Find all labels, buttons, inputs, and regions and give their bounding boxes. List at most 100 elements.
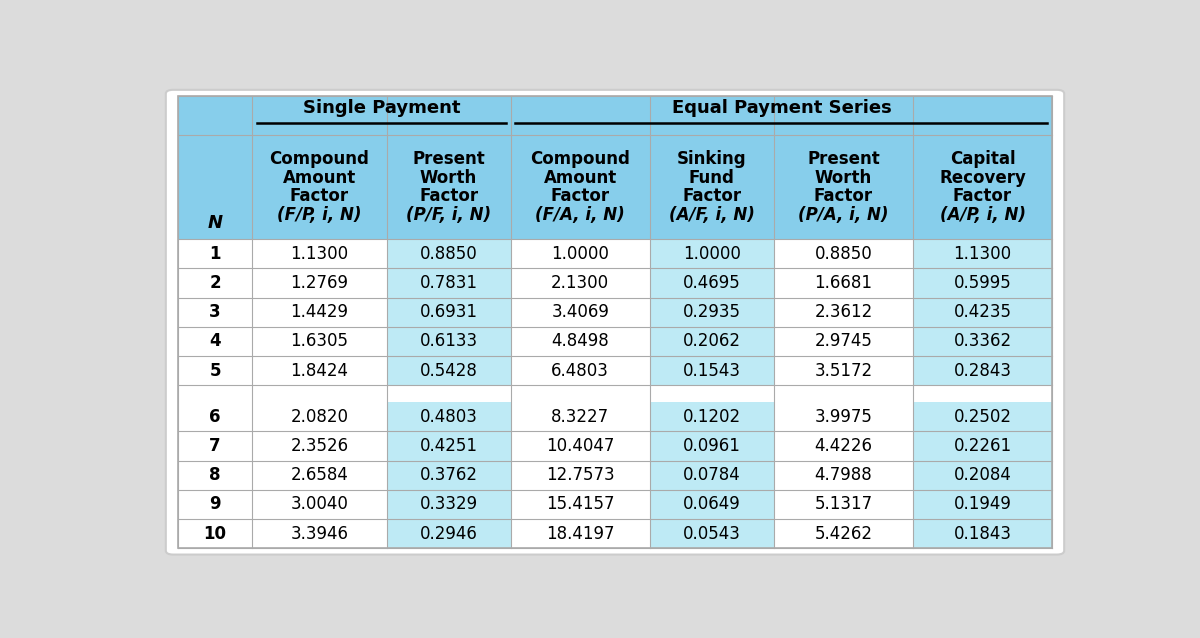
Bar [511, 96, 649, 135]
Text: N: N [208, 214, 223, 232]
Text: 0.4695: 0.4695 [683, 274, 740, 292]
Bar [913, 297, 1052, 327]
Text: Amount: Amount [283, 169, 356, 187]
Text: Factor: Factor [953, 188, 1012, 205]
Bar [774, 431, 913, 461]
Bar [913, 461, 1052, 490]
Text: 0.2261: 0.2261 [954, 437, 1012, 455]
Bar [386, 402, 511, 431]
Bar [386, 327, 511, 356]
Bar [774, 269, 913, 297]
Bar [252, 135, 386, 239]
Text: Present: Present [808, 151, 880, 168]
Bar [774, 519, 913, 548]
FancyBboxPatch shape [166, 90, 1064, 554]
Bar [511, 297, 649, 327]
Bar [386, 135, 511, 239]
Text: 1.1300: 1.1300 [290, 245, 348, 263]
Text: 0.0784: 0.0784 [683, 466, 740, 484]
Bar [774, 297, 913, 327]
Text: 2.1300: 2.1300 [551, 274, 610, 292]
Bar [386, 269, 511, 297]
Bar [511, 239, 649, 269]
Bar [386, 356, 511, 385]
Text: Single Payment: Single Payment [302, 100, 461, 117]
Bar [774, 96, 913, 135]
Bar [252, 490, 386, 519]
Text: Compound: Compound [530, 151, 630, 168]
Bar [178, 356, 252, 385]
Text: 1: 1 [210, 245, 221, 263]
Bar [511, 135, 649, 239]
Text: 0.3329: 0.3329 [420, 495, 478, 514]
Bar [252, 297, 386, 327]
Bar [178, 519, 252, 548]
Text: 5.4262: 5.4262 [815, 524, 872, 542]
Bar [386, 519, 511, 548]
Bar [386, 431, 511, 461]
Bar [386, 461, 511, 490]
Bar [178, 239, 252, 269]
Text: 0.6133: 0.6133 [420, 332, 478, 350]
Text: 0.8850: 0.8850 [815, 245, 872, 263]
Text: 0.3362: 0.3362 [954, 332, 1012, 350]
Text: Factor: Factor [419, 188, 478, 205]
Text: Capital: Capital [949, 151, 1015, 168]
Bar [913, 519, 1052, 548]
Text: 3.9975: 3.9975 [815, 408, 872, 426]
Text: 0.7831: 0.7831 [420, 274, 478, 292]
Bar [252, 431, 386, 461]
Bar [386, 297, 511, 327]
Text: 0.0543: 0.0543 [683, 524, 740, 542]
Bar [178, 96, 252, 135]
Text: 0.2946: 0.2946 [420, 524, 478, 542]
Bar [649, 402, 774, 431]
Text: 2.6584: 2.6584 [290, 466, 348, 484]
Text: 7: 7 [209, 437, 221, 455]
Bar [252, 461, 386, 490]
Bar [774, 461, 913, 490]
Text: Worth: Worth [815, 169, 872, 187]
Bar [649, 461, 774, 490]
Bar [649, 431, 774, 461]
Bar [649, 490, 774, 519]
Text: 0.5995: 0.5995 [954, 274, 1012, 292]
Text: Factor: Factor [814, 188, 874, 205]
Text: 0.2935: 0.2935 [683, 303, 740, 321]
Text: 12.7573: 12.7573 [546, 466, 614, 484]
Text: 1.0000: 1.0000 [551, 245, 610, 263]
Text: 6: 6 [210, 408, 221, 426]
Bar [913, 431, 1052, 461]
Text: 0.2502: 0.2502 [954, 408, 1012, 426]
Bar [511, 269, 649, 297]
Bar [913, 269, 1052, 297]
Bar [178, 135, 252, 239]
Text: Factor: Factor [551, 188, 610, 205]
Text: 4.7988: 4.7988 [815, 466, 872, 484]
Bar [511, 402, 649, 431]
Bar [649, 269, 774, 297]
Bar [913, 327, 1052, 356]
Text: (F/P, i, N): (F/P, i, N) [277, 206, 361, 224]
Text: 0.4235: 0.4235 [954, 303, 1012, 321]
Text: Sinking: Sinking [677, 151, 746, 168]
Text: 0.4251: 0.4251 [420, 437, 478, 455]
Bar [511, 356, 649, 385]
Text: 10: 10 [204, 524, 227, 542]
Text: 8: 8 [210, 466, 221, 484]
Text: 6.4803: 6.4803 [551, 362, 610, 380]
Text: 3.0040: 3.0040 [290, 495, 348, 514]
Text: 0.2062: 0.2062 [683, 332, 740, 350]
Text: 1.6681: 1.6681 [815, 274, 872, 292]
Text: 1.0000: 1.0000 [683, 245, 740, 263]
Bar [649, 239, 774, 269]
Text: 1.2769: 1.2769 [290, 274, 348, 292]
Bar [178, 490, 252, 519]
Text: 10.4047: 10.4047 [546, 437, 614, 455]
Bar [252, 356, 386, 385]
Bar [252, 402, 386, 431]
Text: 0.3762: 0.3762 [420, 466, 478, 484]
Text: 3.5172: 3.5172 [815, 362, 872, 380]
Bar [913, 402, 1052, 431]
Text: Factor: Factor [290, 188, 349, 205]
